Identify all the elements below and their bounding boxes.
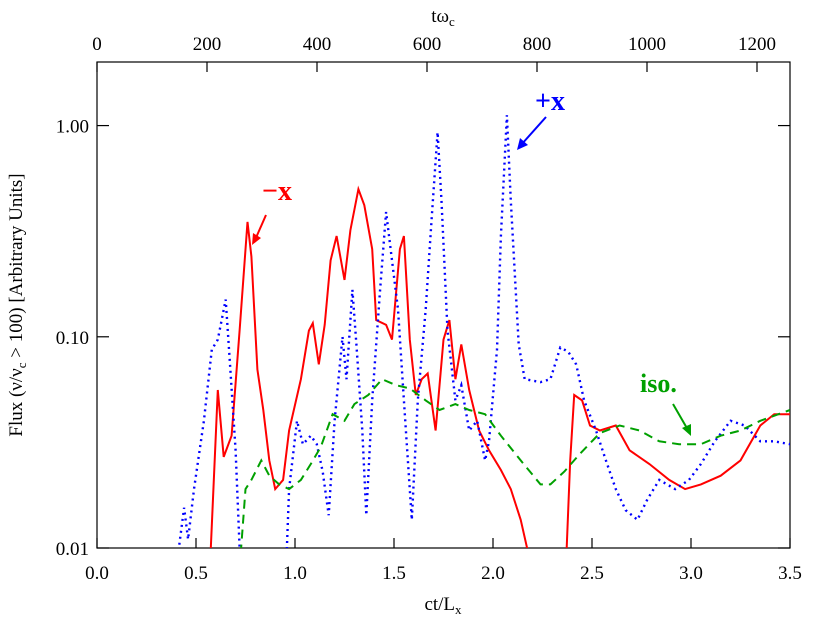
x2-label-main: tω (431, 6, 449, 27)
x-label-sub: x (455, 602, 462, 617)
arrow (520, 116, 547, 146)
y-label-b: > 100) [Arbitrary Units] (6, 173, 27, 362)
y-axis-label: Flux (ν/νc > 100) [Arbitrary Units] (6, 173, 29, 436)
x-tick-label: 1.0 (283, 563, 307, 584)
x-tick-label: 3.5 (778, 563, 802, 584)
x2-tick-label: 600 (413, 34, 442, 55)
y-label-sub: c (14, 362, 29, 368)
y-tick-label: 0.01 (56, 539, 89, 560)
annotation: +x (535, 86, 565, 117)
annotation: iso. (640, 369, 677, 398)
lines (177, 115, 790, 548)
x-tick-label: 1.5 (382, 563, 406, 584)
ticks: 0.0 0.5 1.0 1.5 2.0 2.5 3.0 3.5 0 200 400 600 800 100… (56, 34, 802, 584)
x2-tick-label: 400 (303, 34, 332, 55)
annotation: −x (262, 176, 292, 207)
arrow-head (252, 233, 261, 245)
series-line (240, 377, 790, 548)
x2-tick-label: 1000 (628, 34, 666, 55)
x2-tick-label: 200 (193, 34, 222, 55)
arrow-head (682, 424, 691, 436)
x2-axis-label: tωc (431, 6, 455, 29)
x2-tick-label: 800 (523, 34, 552, 55)
series-line (177, 115, 790, 548)
x-tick-label: 0.0 (85, 563, 109, 584)
y-tick-label: 0.10 (56, 328, 89, 349)
x-label-main: ct/L (424, 594, 455, 615)
x-tick-label: 0.5 (184, 563, 208, 584)
x2-tick-label: 1200 (738, 34, 776, 55)
arrow-head (517, 138, 528, 150)
plot-frame (96, 61, 791, 549)
series-line (209, 185, 790, 548)
x-tick-label: 2.5 (580, 563, 604, 584)
x-tick-label: 2.0 (481, 563, 505, 584)
arrow (672, 403, 689, 431)
y-tick-label: 1.00 (56, 117, 89, 138)
y-label-a: Flux (ν/ν (6, 368, 27, 437)
x-axis-label: ct/Lx (424, 594, 462, 617)
x2-label-sub: c (449, 14, 455, 29)
x2-tick-label: 0 (92, 34, 102, 55)
x-tick-label: 3.0 (679, 563, 703, 584)
